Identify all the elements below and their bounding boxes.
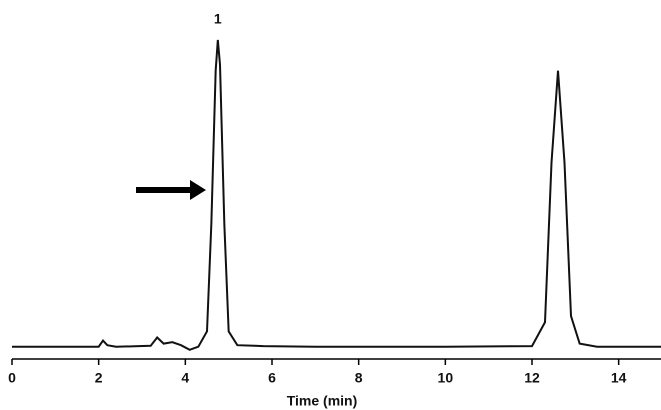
x-tick-label: 4: [181, 370, 189, 386]
x-tick-label: 10: [438, 370, 454, 386]
x-tick-label: 2: [95, 370, 103, 386]
x-tick-label: 0: [8, 370, 16, 386]
x-axis-label: Time (min): [287, 393, 358, 409]
x-tick-label: 6: [268, 370, 276, 386]
arrow: [136, 180, 206, 200]
x-tick-label: 12: [524, 370, 540, 386]
x-tick-label: 8: [355, 370, 363, 386]
peak-label: 1: [214, 11, 222, 27]
line: [12, 39, 661, 351]
x-tick-label: 14: [611, 370, 627, 386]
